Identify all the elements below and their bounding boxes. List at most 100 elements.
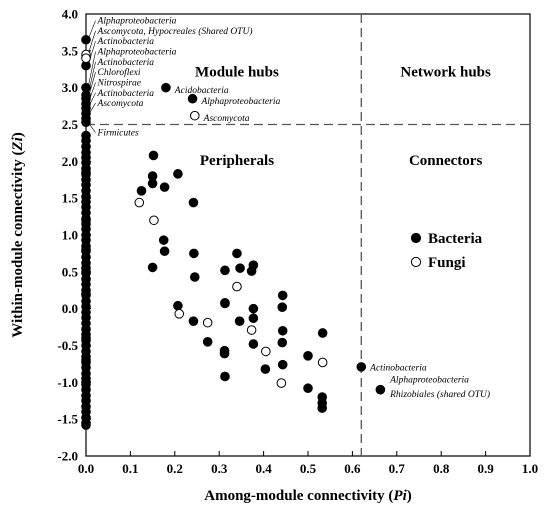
y-tick-label: 2.5 [62,117,79,132]
bacteria-point [158,235,169,245]
y-tick-label: -1.0 [57,375,78,390]
bacteria-point [248,313,259,324]
y-tick-label: 0.0 [62,301,78,316]
point-annotation: Ascomycota [97,99,144,109]
y-tick-label: -2.0 [57,449,78,464]
bacteria-point [303,351,313,361]
bacteria-point [232,248,242,259]
bacteria-point [81,117,91,128]
legend-label-fungi: Fungi [428,255,466,271]
region-label: Module hubs [195,65,279,81]
point-annotation: Nitrospirae [97,78,141,88]
threshold-lines [86,14,530,456]
point-annotation: Actinobacteria [369,364,427,374]
data-points [81,34,386,430]
bacteria-point [220,298,230,309]
bacteria-point [303,383,313,394]
bacteria-point [188,316,199,326]
bacteria-point [81,420,91,430]
point-annotation: Rhizobiales (shared OTU) [389,389,490,400]
bacteria-point [246,266,257,276]
bacteria-point [187,93,198,104]
fungi-point [134,197,145,208]
point-annotation: Firmicutes [97,129,139,139]
bacteria-point [81,244,91,255]
x-tick-label: 0.1 [122,461,138,476]
legend-label-bacteria: Bacteria [428,231,483,247]
y-tick-label: 3.5 [62,43,79,58]
bacteria-point [147,178,158,189]
fungi-point [246,325,257,335]
point-annotation: Ascomycota [203,114,250,124]
bacteria-point [147,262,158,273]
fungi-point [174,309,185,319]
bacteria-point [81,333,91,343]
bacteria-point [136,186,147,196]
bacteria-point [159,246,170,257]
point-annotation: Ascomycota, Hypocreales (Shared OTU) [97,26,253,37]
bacteria-point [277,325,288,336]
point-annotation: Actinobacteria [97,58,155,68]
y-tick-label: 2.0 [62,154,78,169]
bacteria-point [220,371,230,382]
bacteria-point [248,339,259,349]
region-labels: Module hubs Network hubs Peripherals Connec… [195,65,491,169]
legend-marker-bacteria [410,232,422,244]
x-tick-label: 0.4 [255,461,272,476]
plot-area [85,13,531,457]
y-tick-label: 4.0 [62,7,78,22]
bacteria-point [189,272,200,282]
bacteria-point [277,337,288,348]
bacteria-point [220,265,230,276]
point-annotation: Alphaproteobacteria [200,97,280,107]
bacteria-point [375,384,386,395]
axis-ticks: 0.0 0.1 0.2 0.3 0.4 0.5 0.6 0.7 0.8 0.9 1.0 -2.0 -1.… [57,7,538,477]
bacteria-point [81,289,91,299]
point-annotation: Acidobacteria [174,86,229,96]
x-tick-label: 0.5 [300,461,317,476]
fungi-point [276,378,287,388]
bacteria-point [219,348,230,359]
fungi-point [81,53,91,64]
bacteria-point [317,403,328,413]
fungi-point [261,346,271,357]
bacteria-point [317,328,328,338]
y-tick-label: -0.5 [57,338,78,353]
bacteria-point [277,359,288,370]
bacteria-point [277,302,288,312]
bacteria-point [81,355,91,366]
y-tick-label: 0.5 [62,264,79,279]
y-axis-title: Within-module connectivity (Zi) [10,132,26,338]
bacteria-point [202,337,213,347]
y-tick-label: 1.0 [62,228,78,243]
bacteria-point [173,300,183,311]
region-label: Network hubs [400,65,491,81]
bacteria-point [173,169,183,179]
legend-marker-fungi [410,256,422,268]
x-tick-label: 0.0 [78,461,94,476]
legend: Bacteria Fungi [410,231,483,271]
bacteria-point [148,150,159,161]
annotation-leader [87,30,96,55]
fungi-point [317,357,328,368]
point-annotation: Alphaproteobacteria [97,48,177,58]
x-tick-label: 0.2 [167,461,183,476]
fungi-point [149,215,159,226]
fungi-point [232,281,242,292]
x-tick-label: 0.8 [433,461,450,476]
point-annotation: Chloroflexi [98,67,141,78]
bacteria-point [159,182,170,192]
point-annotation: Actinobacteria [97,37,155,47]
region-label: Peripherals [200,153,274,169]
bacteria-point [81,377,91,388]
region-label: Connectors [409,153,482,169]
fungi-point [202,317,213,328]
bacteria-point [277,290,288,301]
point-annotation: Alphaproteobacteria [389,375,469,385]
bacteria-point [161,82,171,93]
bacteria-point [81,215,91,226]
point-annotation: Alphaproteobacteria [97,17,177,27]
bacteria-point [189,248,199,259]
